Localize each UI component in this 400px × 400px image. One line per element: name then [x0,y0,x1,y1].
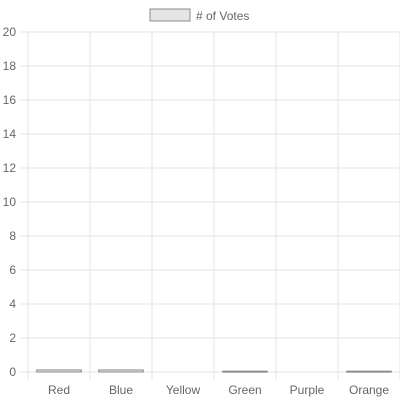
y-tick-label: 0 [9,365,16,379]
bar-red[interactable] [36,369,82,373]
x-tick-label: Green [228,383,261,397]
legend-swatch[interactable] [149,8,191,22]
x-tick-label: Orange [349,383,389,397]
legend[interactable]: # of Votes [149,8,249,23]
y-tick-label: 6 [9,263,16,277]
x-tick-label: Blue [109,383,133,397]
x-tick-label: Red [48,383,70,397]
legend-label[interactable]: # of Votes [196,9,249,23]
y-tick-label: 20 [3,25,17,39]
y-tick-label: 16 [3,93,17,107]
bars [36,369,392,373]
x-axis-ticks: Red Blue Yellow Green Purple Orange [48,383,389,397]
y-tick-label: 18 [3,59,17,73]
bar-green[interactable] [222,370,268,373]
y-axis-ticks: 0 2 4 6 8 10 12 14 16 18 20 [3,25,17,379]
x-tick-label: Yellow [166,383,201,397]
y-tick-label: 4 [9,297,16,311]
bar-blue[interactable] [98,369,144,373]
y-tick-label: 2 [9,331,16,345]
y-tick-label: 12 [3,161,17,175]
y-tick-label: 10 [3,195,17,209]
x-tick-label: Purple [290,383,325,397]
bar-orange[interactable] [346,370,392,373]
y-tick-label: 8 [9,229,16,243]
y-tick-label: 14 [3,127,17,141]
grid [20,31,400,380]
